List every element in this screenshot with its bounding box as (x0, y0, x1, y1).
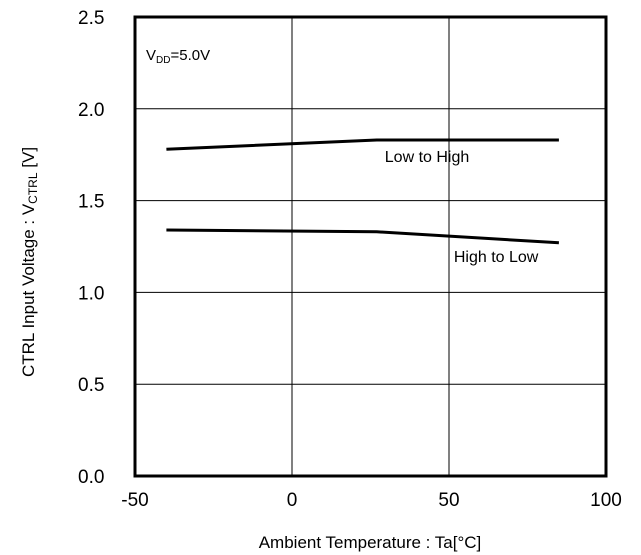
grid (135, 17, 606, 476)
condition-label: VDD=5.0V (146, 47, 210, 66)
series-line-low-to-high (166, 138, 559, 151)
x-tick-labels: -50 0 50 100 (121, 490, 622, 511)
series-labels: Low to High High to Low (385, 149, 539, 266)
y-axis-title-unit: [V] (19, 147, 38, 173)
series-label: High to Low (454, 249, 539, 266)
y-tick-labels: 0.0 0.5 1.0 1.5 2.0 2.5 (78, 8, 104, 488)
y-axis-title-sub: CTRL (26, 172, 40, 204)
y-axis-title-main: CTRL Input Voltage : V (19, 203, 38, 377)
y-tick-label: 2.0 (78, 100, 104, 121)
x-tick-label: 50 (438, 490, 459, 511)
x-tick-label: 100 (590, 490, 622, 511)
series-lines (166, 138, 559, 245)
condition-label-rest: =5.0V (170, 47, 210, 64)
y-tick-label: 0.5 (78, 375, 104, 396)
y-tick-label: 1.0 (78, 283, 104, 304)
series-label: Low to High (385, 149, 470, 166)
condition-label-main: V (146, 47, 156, 64)
x-axis-title: Ambient Temperature : Ta[°C] (259, 533, 482, 552)
y-tick-label: 2.5 (78, 8, 104, 29)
condition-label-sub: DD (156, 55, 170, 66)
y-tick-label: 1.5 (78, 192, 104, 213)
y-axis-title: CTRL Input Voltage : VCTRL [V] (19, 147, 40, 377)
series-line-high-to-low (166, 228, 559, 245)
y-tick-label: 0.0 (78, 467, 104, 488)
plot-frame (133, 15, 608, 478)
x-tick-label: 0 (287, 490, 298, 511)
x-tick-label: -50 (121, 490, 148, 511)
